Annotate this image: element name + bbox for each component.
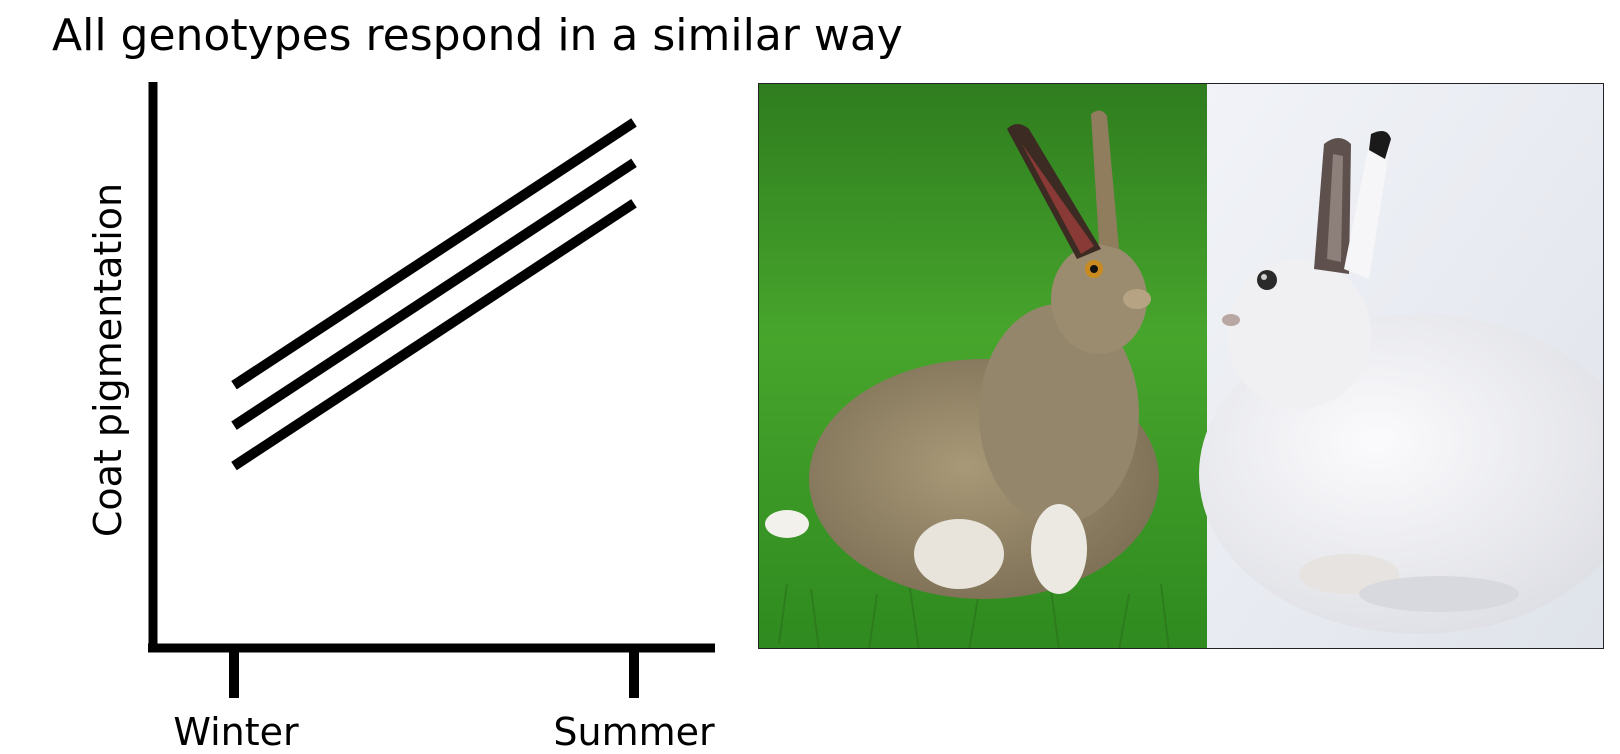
y-axis-label: Coat pigmentation bbox=[86, 182, 130, 538]
genotype-line-3 bbox=[231, 199, 637, 471]
genotype-line-1 bbox=[231, 118, 637, 390]
x-tick-label-summer: Summer bbox=[553, 710, 715, 754]
summer-hare-panel bbox=[759, 84, 1207, 648]
genotype-line-2 bbox=[231, 158, 637, 430]
brown-hare-icon bbox=[765, 110, 1159, 599]
white-hare-icon bbox=[1199, 130, 1603, 634]
hare-comparison-photo bbox=[758, 83, 1604, 649]
x-tick-label-winter: Winter bbox=[173, 710, 299, 754]
page-title: All genotypes respond in a similar way bbox=[52, 10, 903, 61]
winter-hare-panel bbox=[1199, 84, 1603, 648]
